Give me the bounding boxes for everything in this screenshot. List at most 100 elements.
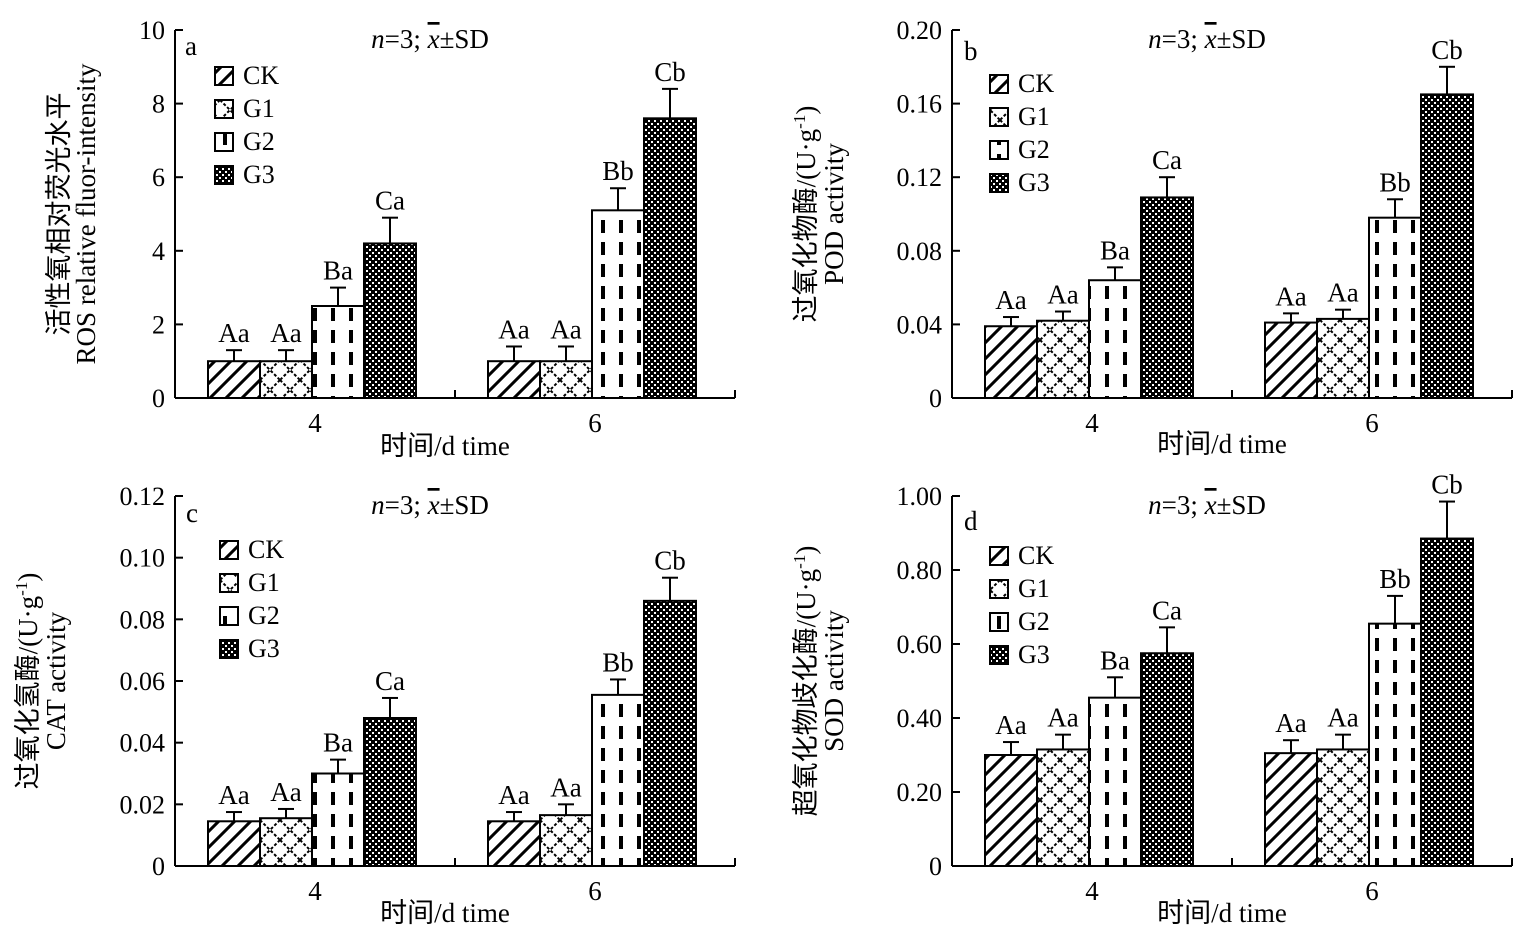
bar-g2 — [1368, 622, 1422, 868]
x-tick-label: 6 — [1365, 876, 1379, 906]
y-tick-label: 0.12 — [897, 163, 943, 192]
significance-label: Aa — [270, 777, 301, 807]
y-tick-label: 0.80 — [897, 556, 943, 585]
y-tick-label: 0.20 — [897, 16, 943, 45]
legend-swatch-g2 — [214, 132, 234, 152]
bar-g3 — [1420, 93, 1474, 400]
y-axis-label-cn: 活性氧相对荧光水平 — [44, 93, 74, 336]
y-tick-label: 0.02 — [120, 790, 166, 819]
significance-label: Aa — [498, 780, 529, 810]
y-tick-label: 1.00 — [897, 482, 943, 511]
y-tick-label: 6 — [152, 163, 165, 192]
significance-label: Ca — [375, 186, 405, 216]
bar-ck — [207, 360, 261, 400]
annotation-sd: ±SD — [1217, 490, 1266, 520]
bar-g3 — [643, 117, 697, 399]
y-axis-label-en: CAT activity — [41, 611, 71, 750]
bar-g2 — [591, 693, 645, 867]
panel-label: c — [186, 498, 198, 528]
bar-ck — [207, 820, 261, 868]
legend-swatch-g1 — [989, 579, 1009, 599]
bar-ck — [984, 754, 1038, 867]
significance-label: Bb — [1379, 167, 1411, 197]
y-tick-label: 0.04 — [120, 729, 166, 758]
x-tick-label: 4 — [1085, 876, 1099, 906]
y-axis-label-en: POD activity — [819, 143, 849, 285]
stat-annotation: n=3; x±SD — [371, 490, 489, 520]
legend-swatch-g3 — [989, 645, 1009, 665]
significance-label: Ba — [323, 728, 353, 758]
annotation-n: n — [1148, 24, 1162, 54]
y-tick-label: 0 — [152, 852, 165, 881]
y-axis-label-cn: 过氧化氢酶/(U·g-1) — [12, 573, 43, 790]
annotation-xbar: x — [1204, 490, 1217, 520]
significance-label: Ca — [375, 666, 405, 696]
bar-ck — [1264, 752, 1318, 868]
bar-ck — [1264, 321, 1318, 399]
annotation-xbar: x — [427, 490, 440, 520]
legend-label: G3 — [1018, 640, 1050, 669]
annotation-n: n — [371, 24, 385, 54]
bar-g3 — [1420, 537, 1474, 867]
y-tick-label: 0.60 — [897, 630, 943, 659]
significance-label: Aa — [1047, 280, 1078, 310]
legend-swatch-ck — [219, 540, 239, 560]
bar-g3 — [363, 717, 417, 867]
y-tick-label: 2 — [152, 310, 165, 339]
legend-label: G2 — [248, 601, 280, 630]
x-tick-label: 6 — [588, 876, 602, 906]
x-tick-label: 6 — [588, 408, 602, 438]
significance-label: Bb — [602, 647, 634, 677]
bar-g2 — [311, 772, 365, 867]
panel-d: 0 0.20 0.40 0.60 0.80 1.00 4 Aa Aa Ba Ca 6 Aa Aa Bb Cb d… — [790, 470, 1513, 928]
y-tick-label: 0.16 — [897, 90, 943, 119]
legend-swatch-g2 — [989, 140, 1009, 160]
bar-g3 — [643, 599, 697, 867]
panel-label: a — [185, 31, 197, 61]
y-tick-label: 0.06 — [120, 667, 166, 696]
y-tick-label: 0 — [929, 852, 942, 881]
annotation-rest: =3; — [385, 24, 428, 54]
legend-label: G1 — [243, 94, 275, 123]
legend-swatch-g3 — [989, 173, 1009, 193]
legend-swatch-g1 — [219, 573, 239, 593]
legend-swatch-g2 — [219, 606, 239, 626]
stat-annotation: n=3; x±SD — [1148, 490, 1266, 520]
significance-label: Cb — [1431, 470, 1463, 500]
legend-label: G2 — [1018, 607, 1050, 636]
significance-label: Aa — [1047, 703, 1078, 733]
stat-annotation: n=3; x±SD — [1148, 24, 1266, 54]
y-tick-label: 0.08 — [120, 605, 166, 634]
annotation-rest: =3; — [385, 490, 428, 520]
y-label-superscript: -1 — [12, 582, 31, 596]
y-axis-label-en: SOD activity — [819, 610, 849, 752]
panel-label: b — [964, 36, 978, 66]
legend-swatch-g3 — [214, 165, 234, 185]
legend-swatch-ck — [989, 74, 1009, 94]
x-tick-label: 4 — [308, 408, 322, 438]
x-tick-label: 4 — [308, 876, 322, 906]
legend-label: CK — [248, 535, 284, 564]
legend-swatch-g1 — [214, 99, 234, 119]
y-label-superscript: -1 — [790, 115, 809, 129]
significance-label: Aa — [1327, 278, 1358, 308]
bar-ck — [487, 360, 541, 400]
y-axis-label-cn: 超氧化物歧化酶/(U·g-1) — [790, 546, 821, 817]
x-axis-label: 时间/d time — [380, 431, 510, 461]
y-tick-label: 8 — [152, 90, 165, 119]
legend-label: G3 — [243, 160, 275, 189]
legend-label: G1 — [1018, 102, 1050, 131]
stat-annotation: n=3; x±SD — [371, 24, 489, 54]
y-tick-label: 0 — [929, 384, 942, 413]
legend-label: CK — [1018, 541, 1054, 570]
significance-label: Aa — [995, 285, 1026, 315]
legend-label: G3 — [248, 634, 280, 663]
significance-label: Aa — [995, 710, 1026, 740]
y-tick-label: 0 — [152, 384, 165, 413]
bar-g1 — [539, 360, 593, 400]
bar-g2 — [1368, 216, 1422, 399]
y-tick-label: 10 — [139, 16, 165, 45]
significance-label: Ca — [1152, 145, 1182, 175]
legend-swatch-g1 — [989, 107, 1009, 127]
